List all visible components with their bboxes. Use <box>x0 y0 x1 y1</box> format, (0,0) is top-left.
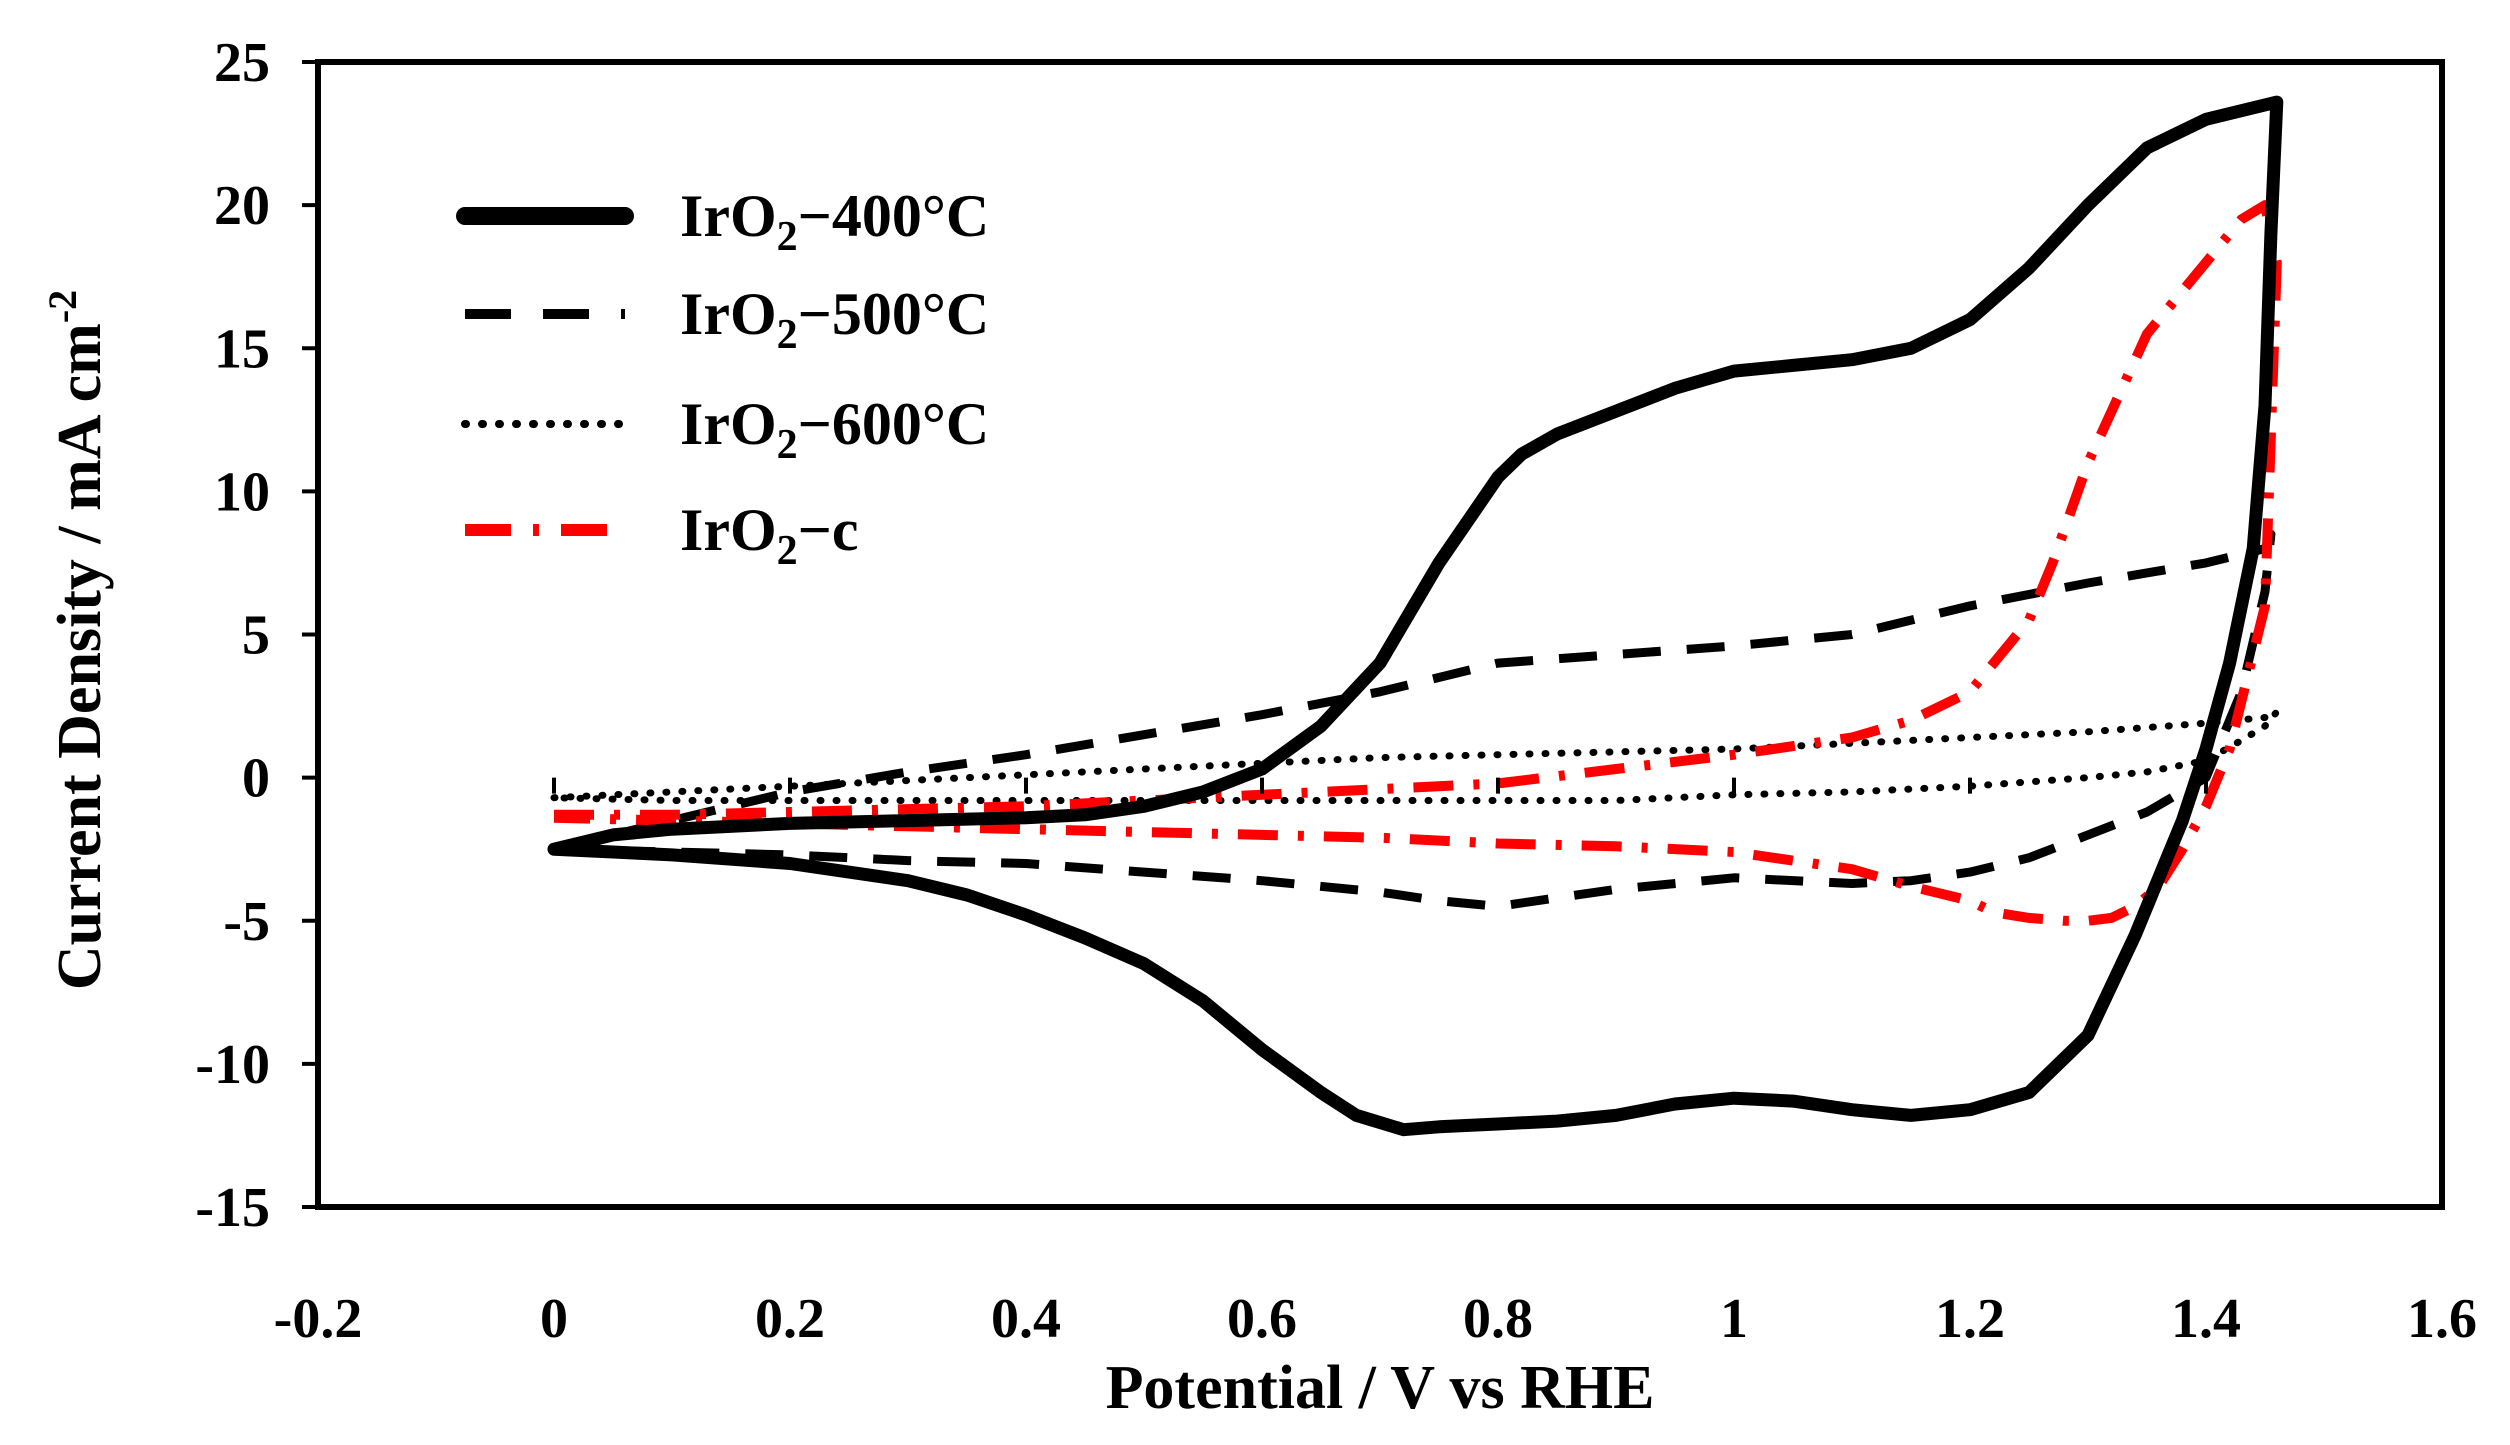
curves-layer <box>547 95 2284 1137</box>
series-line-2 <box>552 529 2276 911</box>
series-line-3 <box>550 708 2281 804</box>
y-tick-label: 20 <box>214 175 270 237</box>
y-tick-label: 15 <box>214 318 270 380</box>
plot-frame <box>315 59 2445 1210</box>
x-tick-label: 0.2 <box>755 1288 825 1350</box>
ticks-layer: -0.2 0 0.2 0.4 0.6 0.8 1 1.2 1.4 1.6 -15 -10 -5 0 5 10 1… <box>195 32 2477 1350</box>
x-tick-label: 0 <box>540 1288 568 1350</box>
x-tick-label: -0.2 <box>274 1288 363 1350</box>
x-tick-label: 1.4 <box>2171 1288 2241 1350</box>
legend-label-4: IrO2−c <box>680 497 858 574</box>
x-tick-label: 0.6 <box>1227 1288 1297 1350</box>
y-tick-label: -15 <box>195 1177 270 1239</box>
x-tick-label: 0.8 <box>1463 1288 1533 1350</box>
y-tick-label: 10 <box>214 461 270 523</box>
legend-label-3: IrO2−600°C <box>680 391 989 468</box>
y-tick-label: 25 <box>214 32 270 94</box>
series-line-1 <box>547 95 2284 1137</box>
y-axis-title-superscript: -2 <box>40 290 85 323</box>
y-tick-label: 5 <box>242 605 270 667</box>
y-tick-label: 0 <box>242 748 270 810</box>
legend-label-1: IrO2−400°C <box>680 183 989 260</box>
y-axis-title: Current Density / mA cm-2 <box>40 290 114 990</box>
x-tick-label: 1 <box>1720 1288 1748 1350</box>
x-tick-label: 1.6 <box>2407 1288 2477 1350</box>
series-line-4 <box>553 200 2282 926</box>
legend-label-2: IrO2−500°C <box>680 281 989 358</box>
y-axis-title-main: Current Density / mA cm <box>46 323 114 990</box>
x-tick-label: 1.2 <box>1935 1288 2005 1350</box>
legend: IrO2−400°C IrO2−500°C IrO2−600°C IrO2−c <box>456 183 989 574</box>
y-tick-label: -5 <box>223 891 270 953</box>
y-tick-label: -10 <box>195 1034 270 1096</box>
x-tick-label: 0.4 <box>991 1288 1061 1350</box>
x-axis-title: Potential / V vs RHE <box>1106 1354 1655 1422</box>
